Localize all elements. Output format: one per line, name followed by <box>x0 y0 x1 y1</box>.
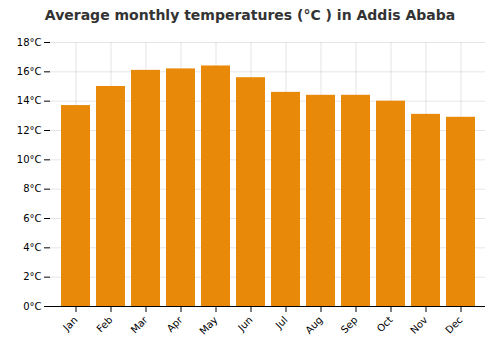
svg-text:18°C: 18°C <box>17 37 42 48</box>
svg-text:Apr: Apr <box>165 314 186 335</box>
svg-text:Feb: Feb <box>94 314 114 334</box>
svg-text:10°C: 10°C <box>17 154 42 165</box>
svg-text:Aug: Aug <box>303 314 325 336</box>
svg-text:Oct: Oct <box>375 314 395 334</box>
svg-text:Mar: Mar <box>129 314 151 336</box>
svg-text:May: May <box>197 314 219 336</box>
svg-text:Dec: Dec <box>443 314 464 335</box>
svg-text:Jun: Jun <box>235 314 255 334</box>
svg-text:Sep: Sep <box>339 314 360 335</box>
html-text:Average monthly temperatures (: Average monthly temperatures (°C ) in Ad… <box>44 7 456 23</box>
svg-text:14°C: 14°C <box>17 95 42 106</box>
svg-text:6°C: 6°C <box>23 213 41 224</box>
svg-text:16°C: 16°C <box>17 66 42 77</box>
svg-text:Jul: Jul <box>273 314 290 331</box>
svg-text:2°C: 2°C <box>23 271 41 282</box>
svg-text:Nov: Nov <box>408 314 430 336</box>
svg-text:0°C: 0°C <box>23 301 41 312</box>
svg-text:Jan: Jan <box>60 314 79 333</box>
svg-text:4°C: 4°C <box>23 242 41 253</box>
svg-text:12°C: 12°C <box>17 125 42 136</box>
svg-text:8°C: 8°C <box>23 183 41 194</box>
